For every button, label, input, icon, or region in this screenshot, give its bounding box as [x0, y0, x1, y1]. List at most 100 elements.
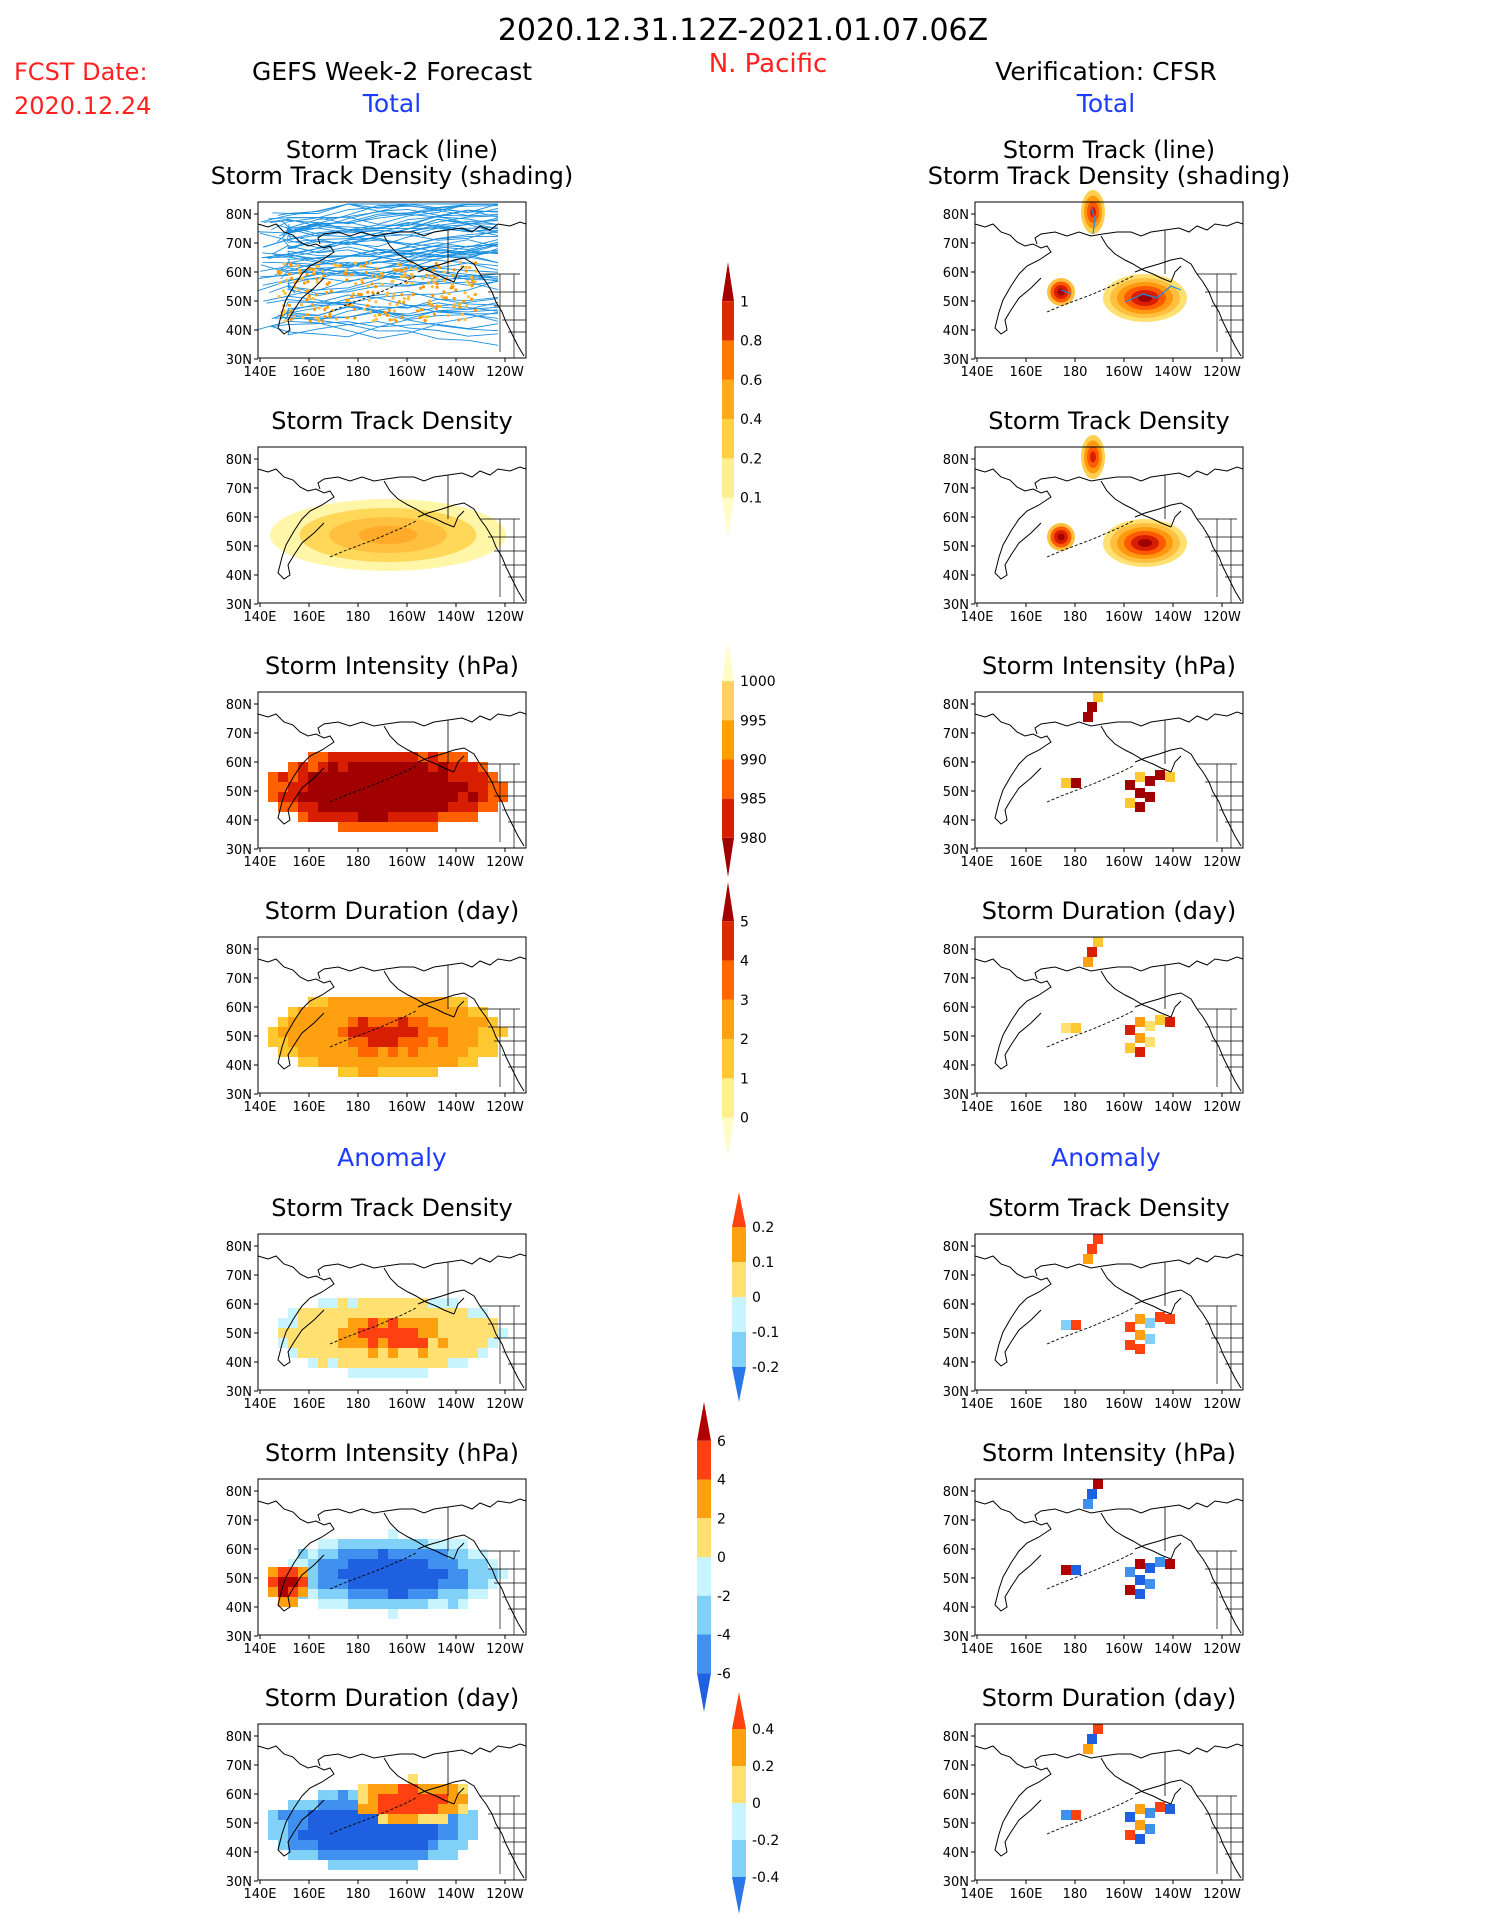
anomaly-intensity-cell	[378, 1579, 388, 1589]
anomaly-duration-cell	[378, 1830, 388, 1840]
lat-tick-label: 40N	[943, 324, 969, 339]
anomaly-duration-cell	[438, 1850, 448, 1860]
storm-track-density-dot	[432, 312, 437, 316]
lat-tick-label: 60N	[226, 511, 252, 526]
storm-track-density-dot	[427, 299, 432, 303]
intensity-cell	[458, 772, 468, 782]
duration-cell	[458, 1007, 468, 1017]
anomaly-duration-cell	[348, 1830, 358, 1840]
density-contour	[1057, 288, 1065, 296]
map-frame	[974, 1478, 1244, 1636]
aintensity-cell	[1165, 1559, 1175, 1569]
intensity-cell	[488, 782, 498, 792]
storm-track-density-dot	[362, 307, 366, 311]
anomaly-duration-cell	[328, 1830, 338, 1840]
anomaly-duration-cell	[388, 1794, 398, 1804]
intensity-cell	[458, 792, 468, 802]
anomaly-duration-cell	[408, 1774, 418, 1784]
storm-track-density-dot	[415, 309, 420, 313]
lon-tick-label: 120W	[1203, 1887, 1241, 1902]
anomaly-intensity-colorbar-segment	[697, 1440, 711, 1480]
intensity-cell	[288, 762, 298, 772]
anomaly-duration-cell	[358, 1794, 368, 1804]
total-intensity-colorbar-label: 995	[740, 713, 767, 729]
intensity-cell	[398, 822, 408, 832]
anomaly-duration-cell	[318, 1850, 328, 1860]
anomaly-intensity-cell	[268, 1587, 278, 1597]
duration-cell	[408, 1017, 418, 1027]
duration-cell	[368, 1067, 378, 1077]
storm-track-density-dot	[317, 306, 321, 310]
storm-track-density-dot	[460, 312, 464, 316]
lon-tick-label: 160E	[292, 1397, 325, 1412]
anomaly-density-cell	[388, 1298, 398, 1308]
density-contour	[358, 526, 418, 544]
anomaly-density-cell	[358, 1298, 368, 1308]
duration-cell	[1083, 957, 1093, 967]
storm-track-density-dot	[329, 289, 333, 293]
intensity-cell	[348, 802, 358, 812]
storm-track-density-dot	[404, 267, 408, 271]
anomaly-intensity-cell	[318, 1589, 328, 1599]
duration-cell	[368, 1037, 378, 1047]
lat-tick-label: 70N	[943, 482, 969, 497]
duration-cell	[438, 997, 448, 1007]
aintensity-cell	[1135, 1589, 1145, 1599]
anomaly-duration-cell	[388, 1814, 398, 1824]
anomaly-intensity-cell	[438, 1589, 448, 1599]
duration-cell	[278, 1017, 288, 1027]
duration-cell	[448, 997, 458, 1007]
adensity-cell	[1155, 1312, 1165, 1322]
intensity-cell	[488, 792, 498, 802]
anomaly-intensity-cell	[298, 1587, 308, 1597]
anomaly-density-cell	[348, 1318, 358, 1328]
lon-tick-label: 160W	[388, 365, 426, 380]
lat-tick-label: 30N	[943, 1088, 969, 1103]
intensity-cell	[338, 792, 348, 802]
duration-cell	[388, 997, 398, 1007]
anomaly-density-cell	[458, 1348, 468, 1358]
duration-cell	[408, 1067, 418, 1077]
duration-cell	[488, 1017, 498, 1027]
anomaly-intensity-cell	[378, 1559, 388, 1569]
total-duration-colorbar-segment	[722, 1039, 734, 1079]
duration-cell	[348, 1027, 358, 1037]
aduration-cell	[1155, 1802, 1165, 1812]
intensity-cell	[308, 812, 318, 822]
right-trackline-subtitle: Storm Track Density (shading)	[928, 162, 1291, 190]
lat-tick-label: 80N	[943, 698, 969, 713]
total-intensity-colorbar-label: 980	[740, 831, 767, 847]
aduration-cell	[1083, 1744, 1093, 1754]
anomaly-density-cell	[398, 1328, 408, 1338]
intensity-cell	[318, 762, 328, 772]
anomaly-duration-cell	[398, 1860, 408, 1870]
storm-track-density-dot	[430, 278, 434, 282]
storm-track-density-dot	[423, 318, 427, 322]
lat-tick-label: 60N	[943, 1543, 969, 1558]
anomaly-duration-cell	[338, 1840, 348, 1850]
duration-cell	[298, 1047, 308, 1057]
intensity-cell	[458, 802, 468, 812]
anomaly-duration-colorbar-label: 0	[752, 1796, 761, 1812]
anomaly-density-cell	[378, 1338, 388, 1348]
storm-track-density-dot	[380, 282, 384, 286]
storm-track-density-dot	[277, 295, 281, 299]
storm-track-density-dot	[302, 281, 306, 285]
anomaly-intensity-colorbar-segment	[697, 1479, 711, 1519]
lon-tick-label: 160W	[1105, 1642, 1143, 1657]
anomaly-intensity-cell	[278, 1567, 288, 1577]
anomaly-density-cell	[468, 1338, 478, 1348]
lon-tick-label: 160E	[292, 365, 325, 380]
total-intensity-colorbar-segment	[722, 681, 734, 721]
anomaly-duration-cell	[358, 1850, 368, 1860]
storm-track-density-dot	[328, 314, 332, 319]
duration-cell	[358, 1067, 368, 1077]
lat-tick-label: 30N	[943, 598, 969, 613]
map-frame	[974, 936, 1244, 1094]
anomaly-intensity-cell	[358, 1559, 368, 1569]
anomaly-intensity-cell	[358, 1579, 368, 1589]
intensity-cell	[268, 792, 278, 802]
anomaly-density-cell	[318, 1298, 328, 1308]
intensity-cell	[468, 792, 478, 802]
lat-tick-label: 80N	[226, 698, 252, 713]
